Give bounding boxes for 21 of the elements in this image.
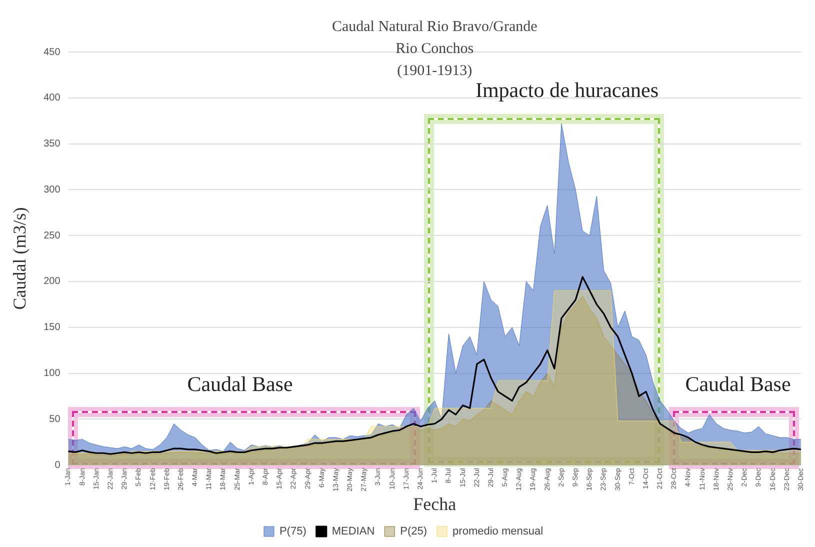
annotation: Caudal Base bbox=[685, 372, 791, 397]
y-tick-label: 0 bbox=[54, 460, 61, 471]
y-tick-label: 350 bbox=[44, 138, 61, 150]
y-tick-label: 200 bbox=[44, 276, 61, 288]
y-tick-label: 450 bbox=[44, 46, 61, 58]
y-tick-label: 150 bbox=[44, 322, 61, 334]
legend-label: P(25) bbox=[400, 526, 428, 538]
legend-label: MEDIAN bbox=[332, 526, 375, 538]
x-axis-title: Fecha bbox=[413, 494, 456, 514]
annotation: Caudal Base bbox=[187, 372, 293, 397]
y-tick-label: 250 bbox=[44, 230, 61, 242]
legend-label: promedio mensual bbox=[452, 526, 544, 538]
y-tick-label: 50 bbox=[49, 414, 61, 425]
chart-subtitle: Rio Conchos (1901-1913) bbox=[396, 40, 474, 79]
y-tick-label: 100 bbox=[44, 368, 61, 380]
legend-label: P(75) bbox=[279, 526, 306, 538]
y-tick-label: 300 bbox=[44, 184, 61, 196]
annotation: Impacto de huracanes bbox=[475, 78, 659, 103]
y-axis-title: Caudal (m3/s) bbox=[10, 207, 30, 310]
chart-title: Caudal Natural Rio Bravo/Grande bbox=[332, 18, 538, 35]
y-tick-label: 400 bbox=[44, 92, 61, 104]
